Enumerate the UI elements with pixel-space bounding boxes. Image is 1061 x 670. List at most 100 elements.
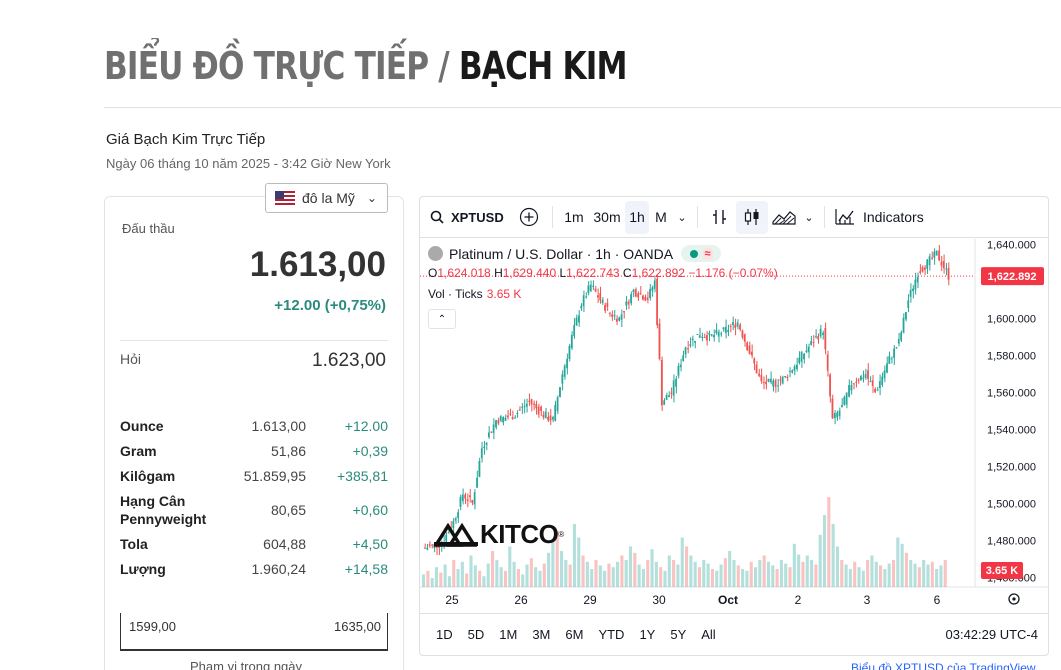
unit-change: +0,60 <box>352 501 388 518</box>
candle-body <box>679 364 682 368</box>
range-6m-button[interactable]: 6M <box>565 627 584 642</box>
symbol-search-button[interactable]: XPTUSD <box>420 201 512 234</box>
candle-body <box>478 460 481 477</box>
volume-bar <box>926 564 930 587</box>
chart-legend: Platinum / U.S. Dollar · 1h · OANDA ≈ <box>428 245 722 262</box>
candle-body <box>938 250 940 261</box>
candle-body <box>933 251 936 258</box>
volume-bar <box>456 569 460 587</box>
candle-body <box>852 383 855 385</box>
candle-body <box>710 334 713 336</box>
candle-body <box>516 413 519 415</box>
candle-body <box>727 329 730 333</box>
candles-style-button[interactable] <box>736 200 768 234</box>
interval-dropdown-chevron-icon[interactable]: ⌄ <box>677 211 687 224</box>
search-icon <box>430 210 444 224</box>
candle-body <box>923 267 926 270</box>
volume-bar <box>624 560 628 587</box>
range-1y-button[interactable]: 1Y <box>639 627 656 642</box>
candle-body <box>748 345 751 354</box>
range-1d-button[interactable]: 1D <box>436 627 453 642</box>
indicators-button[interactable]: Indicators <box>831 201 927 234</box>
interval-1h[interactable]: 1h <box>625 200 649 234</box>
kitco-watermark: KITCO ® <box>434 519 564 550</box>
price-chart[interactable]: 1,640.000 1,600.000 1,580.000 1,560.000 1,54… <box>420 239 1049 609</box>
candle-body <box>947 267 950 280</box>
candle-body <box>634 289 637 297</box>
candle-body <box>518 409 521 411</box>
chart-clock[interactable]: 03:42:29 UTC-4 <box>945 627 1039 642</box>
interval-1m[interactable]: 1m <box>564 209 584 225</box>
candle-body <box>573 325 576 337</box>
volume-bar <box>810 560 814 587</box>
currency-dropdown[interactable]: đô la Mỹ ⌄ <box>265 183 388 213</box>
collapse-legend-button[interactable]: ⌃ <box>428 309 456 329</box>
last-volume-tag <box>981 562 1023 579</box>
candle-body <box>897 339 900 344</box>
candle-body <box>843 396 846 405</box>
candle-body <box>447 532 450 534</box>
volume-bar <box>861 570 865 587</box>
x-tick-label: 30 <box>652 593 666 607</box>
candle-body <box>750 351 753 356</box>
compare-button[interactable] <box>512 201 546 234</box>
plus-circle-icon <box>519 207 539 227</box>
title-divider <box>104 107 1061 108</box>
range-5d-button[interactable]: 5D <box>467 627 485 642</box>
chevron-up-icon: ⌃ <box>437 313 447 325</box>
volume-bar <box>801 561 805 587</box>
volume-bar <box>680 537 684 587</box>
range-1m-button[interactable]: 1M <box>499 627 518 642</box>
ask-label: Hỏi <box>120 351 142 367</box>
platinum-symbol-icon <box>428 246 443 261</box>
interval-30m[interactable]: 30m <box>593 209 621 225</box>
candle-body <box>511 417 514 420</box>
volume-bar <box>866 560 870 587</box>
area-style-button[interactable] <box>768 201 800 234</box>
candle-body <box>544 411 547 419</box>
candle-body <box>653 280 656 289</box>
chart-style-chevron-icon[interactable]: ⌄ <box>804 211 814 224</box>
candle-body <box>578 315 580 323</box>
candle-body <box>781 376 784 384</box>
unit-table: Ounce 1.613,00 +12.00 Gram 51,86 +0,39 K… <box>120 413 390 581</box>
candle-body <box>769 378 772 383</box>
interval-month[interactable]: M <box>655 209 667 225</box>
volume-bar <box>753 567 758 587</box>
volume-bar <box>874 561 878 587</box>
currency-label: đô la Mỹ <box>302 190 355 206</box>
unit-name: Kilôgam <box>120 467 176 484</box>
candle-body <box>819 329 822 337</box>
candle-body <box>660 359 663 406</box>
tradingview-footer-link[interactable]: Biểu đồ XPTUSD của TradingView <box>851 661 1036 670</box>
candle-body <box>850 385 853 391</box>
candle-body <box>618 317 621 321</box>
candle-body <box>594 288 597 292</box>
kitco-logo-icon <box>434 522 478 547</box>
volume-bar <box>516 569 520 587</box>
candle-body <box>829 374 831 397</box>
range-5y-button[interactable]: 5Y <box>670 627 687 642</box>
candle-body <box>779 379 782 381</box>
candle-body <box>876 389 879 391</box>
range-ytd-button[interactable]: YTD <box>598 627 625 642</box>
range-all-button[interactable]: All <box>701 627 716 642</box>
subtitle: Giá Bạch Kim Trực Tiếp <box>106 131 266 148</box>
unit-row: Hạng Cân Pennyweight 80,65 +0,60 <box>120 488 390 531</box>
page-title-metal: BẠCH KIM <box>458 44 628 88</box>
volume-bar <box>904 552 908 587</box>
range-3m-button[interactable]: 3M <box>532 627 551 642</box>
candle-body <box>722 327 725 330</box>
volume-bar <box>585 561 589 587</box>
bar-style-button[interactable] <box>704 201 736 234</box>
kitco-wordmark: KITCO <box>480 519 559 549</box>
volume-bar <box>715 570 719 587</box>
candle-body <box>452 520 455 529</box>
candle-body <box>784 376 786 378</box>
candle-body <box>729 326 732 328</box>
candle-body <box>741 330 744 338</box>
candle-body <box>587 285 590 293</box>
volume-bar <box>831 524 835 587</box>
candle-body <box>914 279 917 290</box>
